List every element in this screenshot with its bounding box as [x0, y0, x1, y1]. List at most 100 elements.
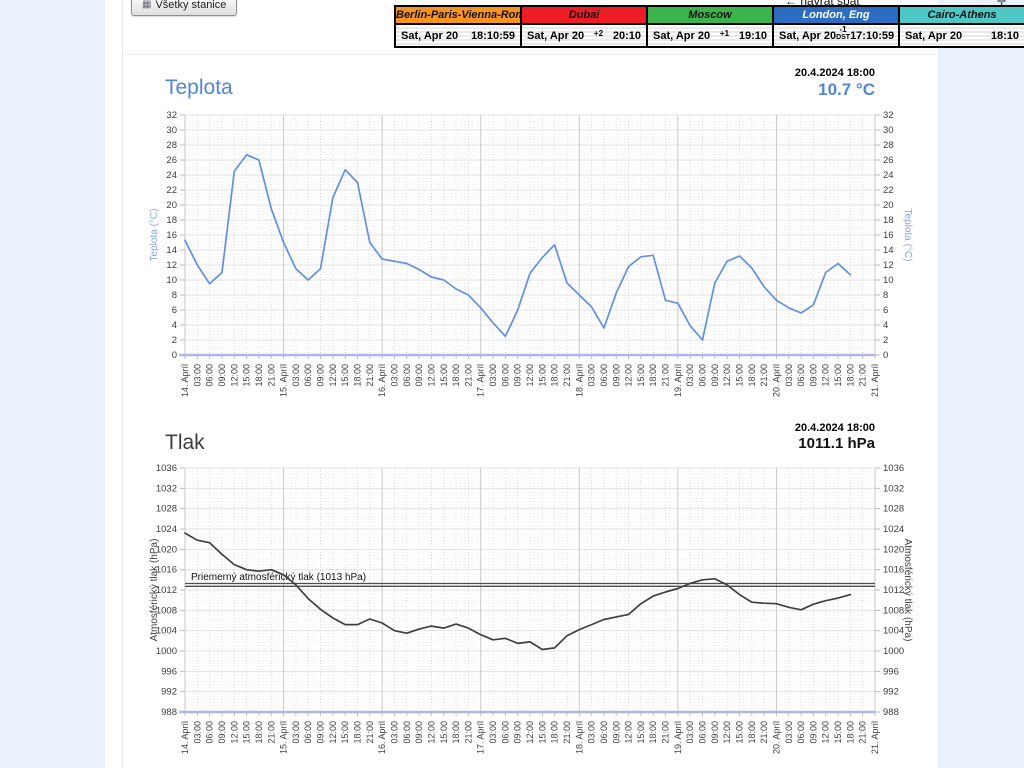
svg-text:18:00: 18:00 [747, 721, 757, 744]
svg-text:21:00: 21:00 [463, 364, 473, 387]
clock-date: Sat, Apr 20 [527, 29, 585, 42]
svg-text:03:00: 03:00 [784, 721, 794, 744]
svg-text:1012: 1012 [883, 585, 904, 596]
svg-text:16. Apríl: 16. Apríl [377, 364, 387, 397]
clock-offset: -1 DST [836, 25, 851, 42]
svg-text:24: 24 [883, 170, 894, 181]
clock-date: Sat, Apr 20 [905, 29, 963, 42]
svg-text:09:00: 09:00 [611, 721, 621, 744]
svg-text:12:00: 12:00 [525, 364, 535, 387]
svg-text:12: 12 [883, 260, 894, 271]
svg-text:15:00: 15:00 [242, 364, 252, 387]
pressure-chart: 988 988 992 992 996 996 1000 1000 1004 1004 1008 10… [149, 463, 913, 754]
svg-text:21. Apríl: 21. Apríl [870, 364, 880, 397]
svg-text:15:00: 15:00 [242, 721, 252, 744]
svg-text:21:00: 21:00 [562, 721, 572, 744]
svg-text:1036: 1036 [156, 463, 177, 474]
svg-text:0: 0 [172, 350, 177, 361]
svg-text:09:00: 09:00 [513, 364, 523, 387]
svg-text:20: 20 [883, 200, 894, 211]
svg-text:30: 30 [883, 125, 894, 136]
svg-text:15:00: 15:00 [636, 364, 646, 387]
clock-row: Sat, Apr 20 +2 20:10 [522, 25, 646, 46]
series-line [184, 532, 852, 651]
svg-text:4: 4 [883, 320, 888, 331]
svg-text:03:00: 03:00 [488, 721, 498, 744]
svg-text:1016: 1016 [156, 565, 177, 576]
svg-text:03:00: 03:00 [784, 364, 794, 387]
svg-text:19. Apríl: 19. Apríl [673, 364, 683, 397]
svg-text:09:00: 09:00 [316, 364, 326, 387]
clock-header: Berlin-Paris-Vienna-Roma [396, 7, 520, 25]
svg-text:18:00: 18:00 [451, 721, 461, 744]
svg-text:18. Apríl: 18. Apríl [574, 721, 584, 754]
svg-text:06:00: 06:00 [303, 721, 313, 744]
svg-text:16: 16 [166, 230, 177, 241]
clock-row: Sat, Apr 20 18:10:59 [396, 25, 520, 46]
svg-text:18:00: 18:00 [845, 364, 855, 387]
svg-text:21:00: 21:00 [463, 721, 473, 744]
svg-text:1024: 1024 [883, 524, 904, 535]
svg-text:06:00: 06:00 [303, 364, 313, 387]
svg-text:2: 2 [883, 335, 888, 346]
svg-text:18:00: 18:00 [451, 364, 461, 387]
svg-text:15:00: 15:00 [340, 721, 350, 744]
svg-text:09:00: 09:00 [217, 721, 227, 744]
svg-text:06:00: 06:00 [698, 721, 708, 744]
svg-text:12:00: 12:00 [722, 721, 732, 744]
svg-text:996: 996 [883, 666, 899, 677]
svg-text:12:00: 12:00 [624, 721, 634, 744]
svg-text:09:00: 09:00 [710, 721, 720, 744]
svg-text:15:00: 15:00 [734, 364, 744, 387]
series-line [184, 153, 852, 341]
svg-text:18:00: 18:00 [254, 721, 264, 744]
svg-text:1016: 1016 [883, 565, 904, 576]
svg-text:18:00: 18:00 [353, 721, 363, 744]
svg-text:1028: 1028 [156, 504, 177, 515]
svg-text:24: 24 [166, 170, 177, 181]
svg-text:1004: 1004 [883, 626, 904, 637]
svg-text:32: 32 [166, 110, 177, 121]
plus-icon[interactable]: ✛ [997, 0, 1007, 8]
svg-text:09:00: 09:00 [513, 721, 523, 744]
svg-text:21:00: 21:00 [365, 364, 375, 387]
pressure-chart-title: Tlak [165, 431, 205, 454]
back-arrow-icon: ← [785, 0, 797, 8]
svg-text:09:00: 09:00 [808, 721, 818, 744]
clock-column-dubai: Dubai Sat, Apr 20 +2 20:10 [520, 7, 646, 46]
svg-text:14: 14 [883, 245, 894, 256]
svg-text:14. Apríl: 14. Apríl [180, 364, 190, 397]
clock-row: Sat, Apr 20 +1 19:10 [648, 25, 772, 46]
svg-text:0: 0 [883, 350, 888, 361]
svg-text:21:00: 21:00 [661, 364, 671, 387]
svg-text:1000: 1000 [156, 646, 177, 657]
svg-text:21:00: 21:00 [858, 721, 868, 744]
svg-text:18:00: 18:00 [550, 721, 560, 744]
all-stations-button[interactable]: ▦ Všetky stanice [131, 0, 238, 16]
back-link[interactable]: ← návrat späť [785, 0, 861, 8]
svg-text:988: 988 [161, 707, 177, 718]
svg-text:1012: 1012 [156, 585, 177, 596]
svg-text:21:00: 21:00 [858, 364, 868, 387]
svg-text:15:00: 15:00 [833, 721, 843, 744]
svg-text:18:00: 18:00 [254, 364, 264, 387]
svg-text:03:00: 03:00 [587, 721, 597, 744]
svg-text:21:00: 21:00 [562, 364, 572, 387]
svg-text:12:00: 12:00 [328, 364, 338, 387]
pressure-timestamp: 20.4.2024 18:00 [794, 422, 875, 434]
svg-text:03:00: 03:00 [389, 364, 399, 387]
svg-text:12:00: 12:00 [328, 721, 338, 744]
clock-header: Dubai [522, 7, 646, 25]
grid-icon: ▦ [142, 0, 152, 10]
y-axis-label-left: Atmosférický tlak (hPa) [149, 539, 160, 642]
svg-text:988: 988 [883, 707, 899, 718]
svg-text:19. Apríl: 19. Apríl [673, 721, 683, 754]
svg-text:1036: 1036 [883, 463, 904, 474]
svg-text:06:00: 06:00 [796, 721, 806, 744]
world-clock-table: Berlin-Paris-Vienna-Roma Sat, Apr 20 18:… [394, 5, 1024, 48]
svg-text:20: 20 [166, 200, 177, 211]
svg-text:06:00: 06:00 [402, 364, 412, 387]
clock-date: Sat, Apr 20 [653, 29, 711, 42]
